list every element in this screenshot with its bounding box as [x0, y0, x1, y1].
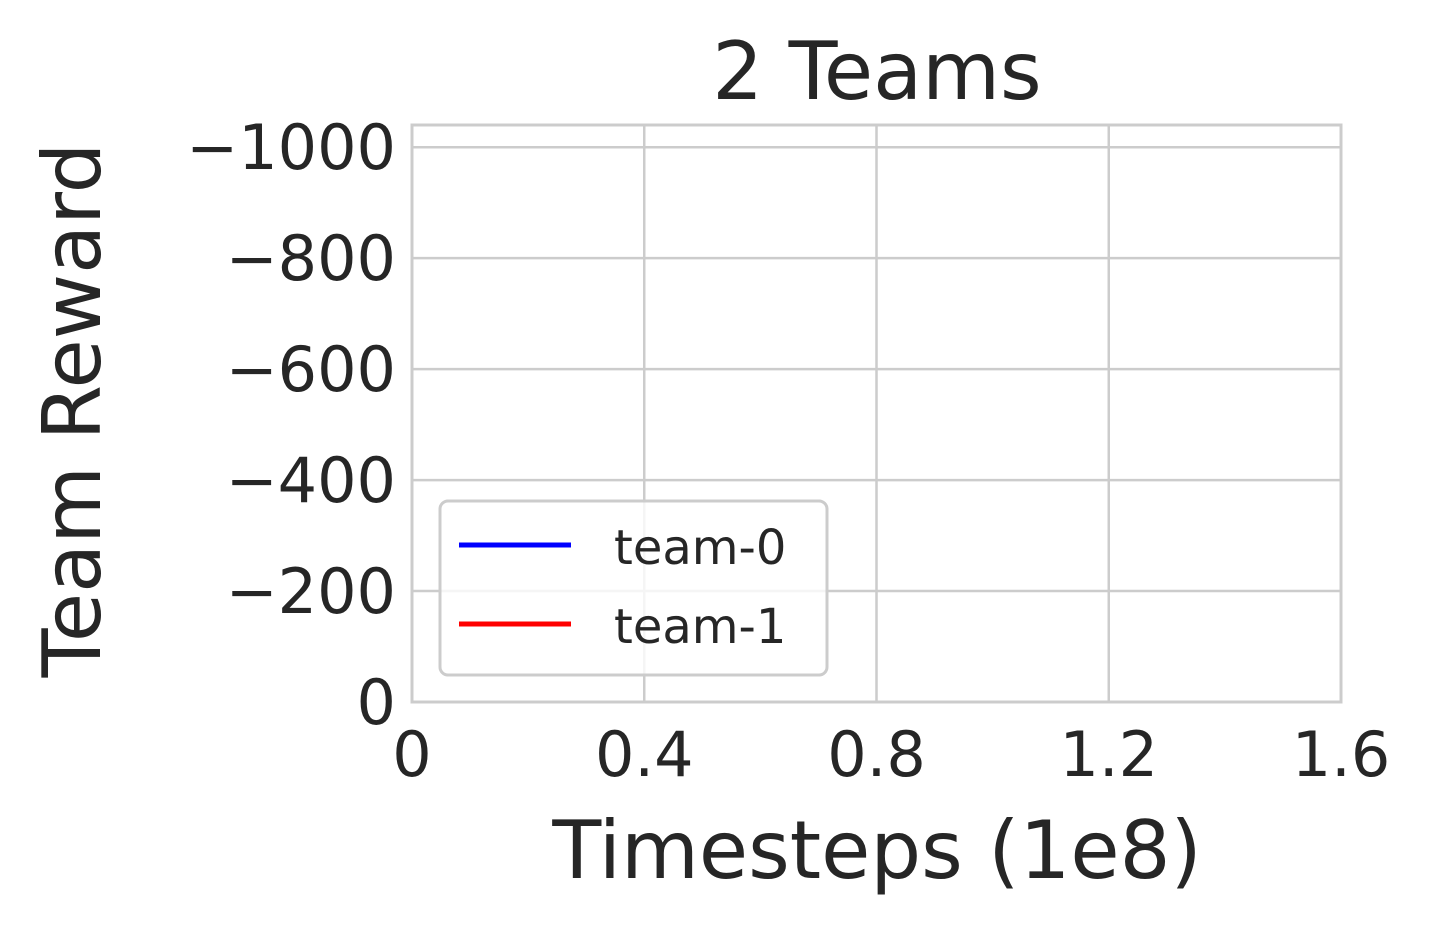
y-tick-label: 0: [357, 666, 396, 739]
y-tick-label: −200: [226, 555, 396, 628]
legend-label-team-1: team-1: [614, 599, 786, 655]
chart-title: 2 Teams: [712, 25, 1041, 118]
x-tick-label: 0.8: [827, 718, 926, 791]
x-tick-label: 0: [392, 718, 431, 791]
y-tick-label: −400: [226, 444, 396, 517]
x-axis-label: Timesteps (1e8): [551, 804, 1201, 897]
tick-labels: 0 0.4 0.8 1.2 1.6 0 −200 −400 −600 −800 −1000: [186, 111, 1390, 791]
y-tick-label: −600: [226, 333, 396, 406]
y-tick-label: −1000: [186, 111, 396, 184]
x-tick-label: 0.4: [595, 718, 694, 791]
plot-frame: [410, 123, 1343, 704]
x-tick-label: 1.6: [1292, 718, 1391, 791]
grid: [410, 125, 1343, 704]
y-tick-label: −800: [226, 222, 396, 295]
x-tick-label: 1.2: [1059, 718, 1158, 791]
y-axis-label: Team Reward: [26, 143, 119, 679]
legend: team-0 team-1: [438, 499, 829, 677]
legend-label-team-0: team-0: [614, 520, 786, 576]
